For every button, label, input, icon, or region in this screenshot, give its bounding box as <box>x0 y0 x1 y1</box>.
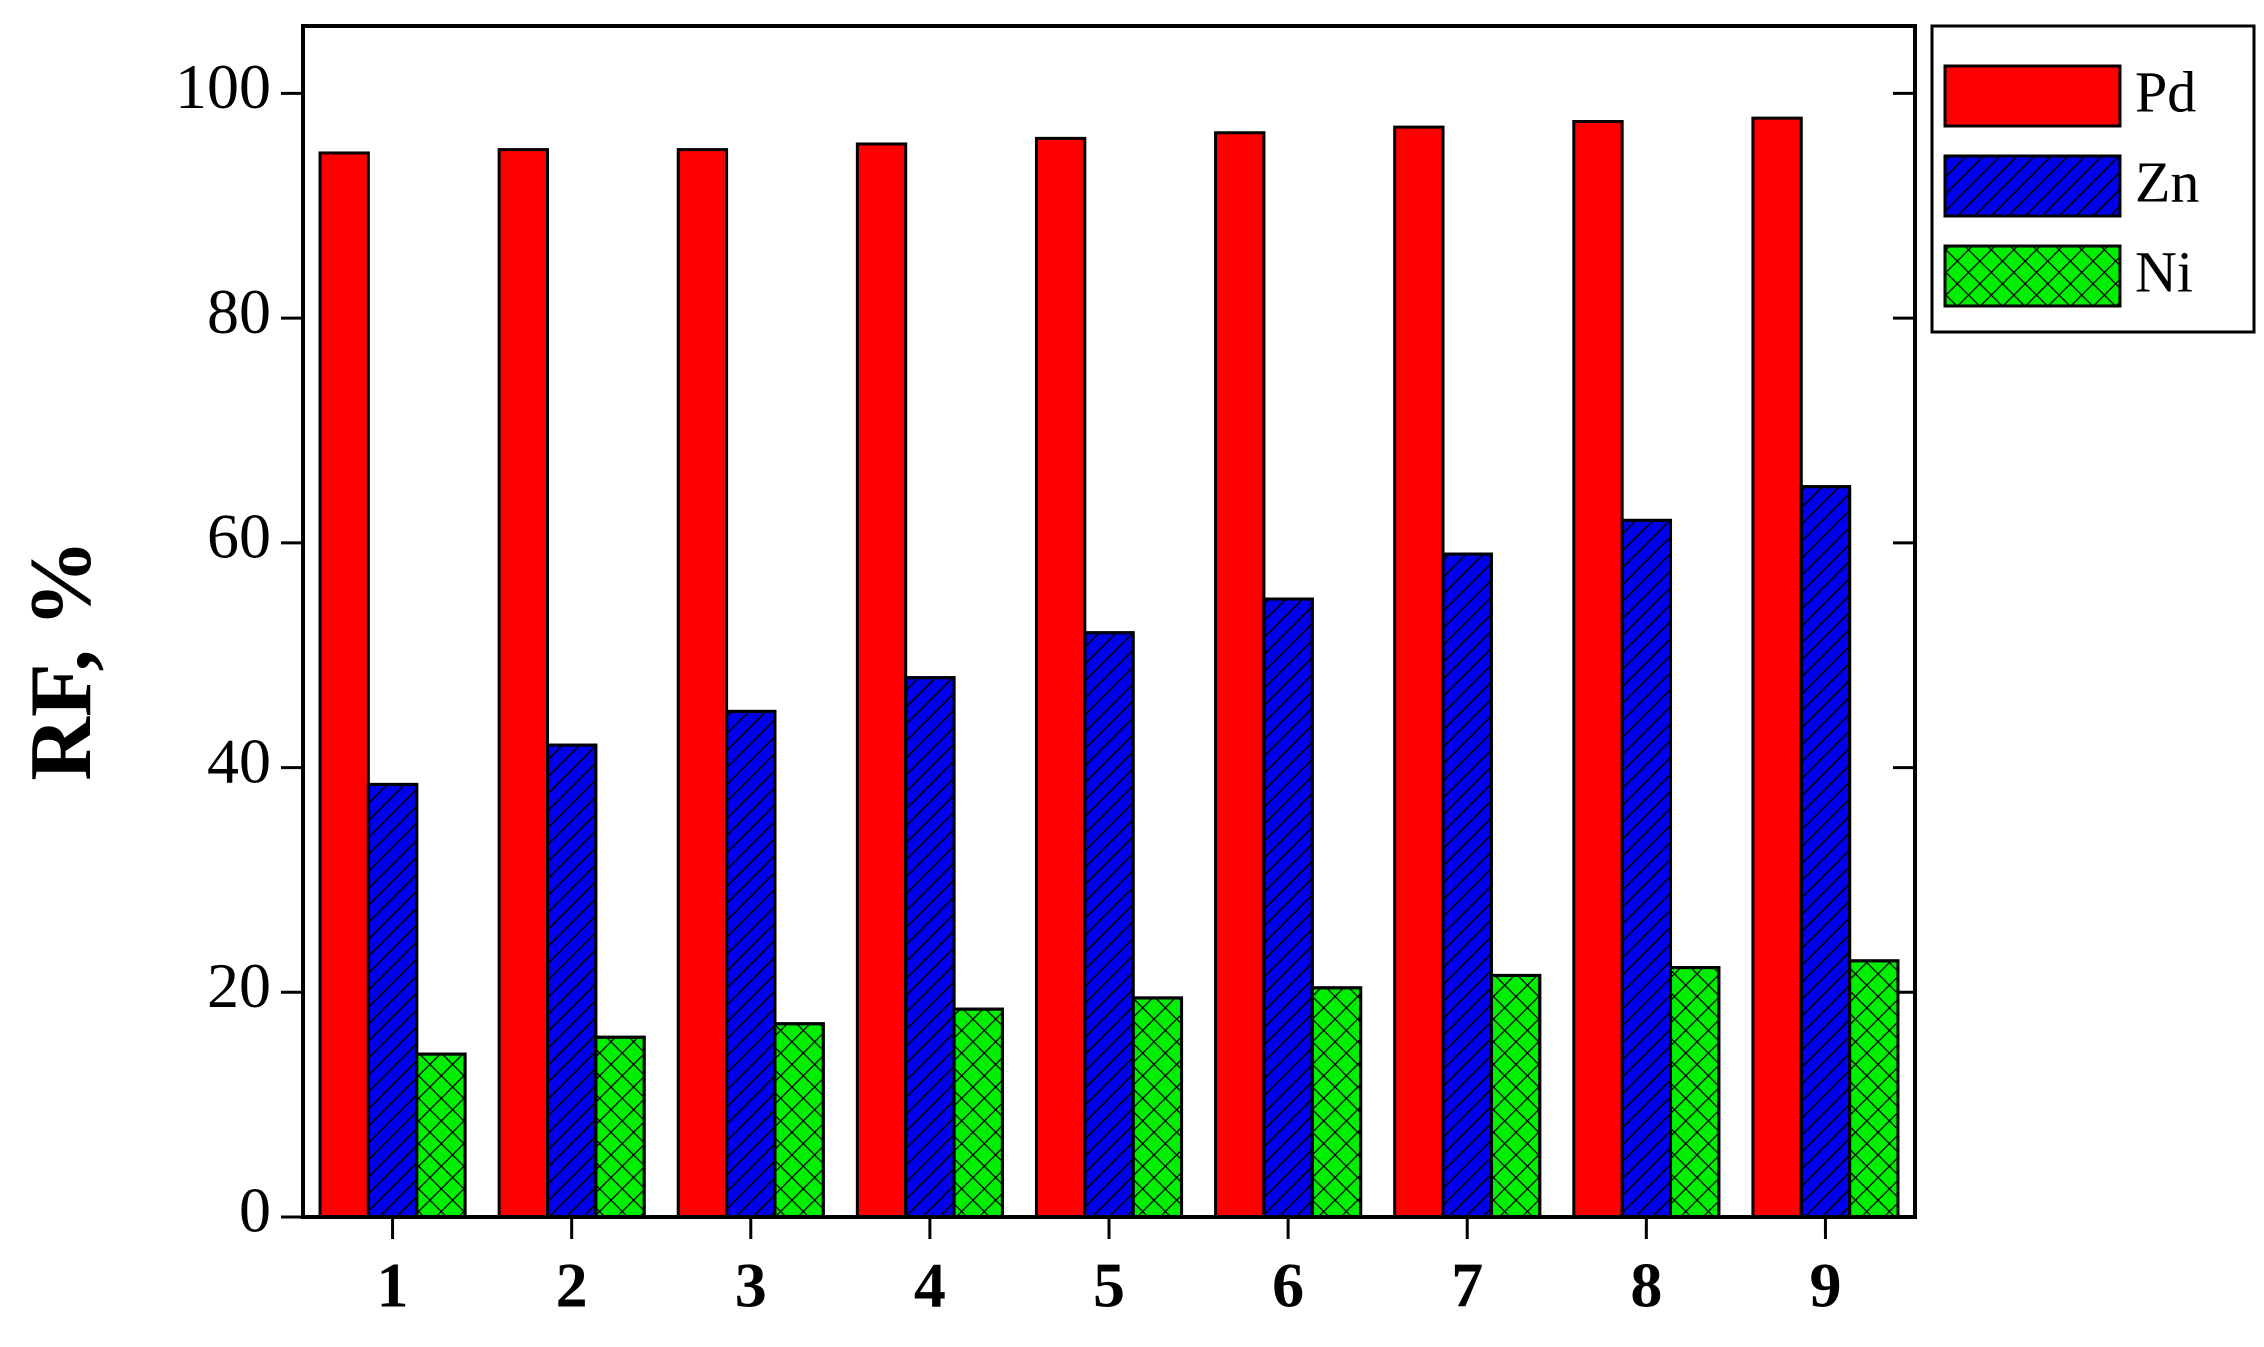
bar <box>318 151 370 1219</box>
x-tick-label: 2 <box>556 1250 588 1321</box>
x-tick-label: 9 <box>1809 1250 1841 1321</box>
bar-pattern <box>594 1035 646 1219</box>
bar <box>676 148 729 1219</box>
y-tick-label: 60 <box>207 501 271 572</box>
bar <box>1751 116 1803 1219</box>
bar-pattern <box>1669 966 1721 1219</box>
bar-pattern <box>1262 597 1314 1219</box>
legend-swatch <box>1943 64 2122 128</box>
x-tick-label: 3 <box>735 1250 767 1321</box>
y-tick-label: 0 <box>239 1175 271 1246</box>
bar-pattern <box>1489 973 1542 1219</box>
x-tick-label: 6 <box>1272 1250 1304 1321</box>
x-tick-label: 7 <box>1451 1250 1483 1321</box>
bar-pattern <box>1310 986 1363 1219</box>
bar-pattern <box>545 743 598 1219</box>
bar <box>1034 136 1087 1219</box>
bar-pattern <box>1799 485 1852 1219</box>
bar-pattern <box>415 1052 467 1219</box>
bar-pattern <box>1848 959 1900 1219</box>
y-tick-label: 40 <box>207 725 271 796</box>
bar <box>497 148 549 1219</box>
bar-pattern <box>1083 631 1135 1219</box>
legend-swatch-pattern <box>1943 244 2122 308</box>
y-tick-label: 20 <box>207 950 271 1021</box>
bar-pattern <box>1441 552 1493 1219</box>
bar <box>1214 131 1266 1219</box>
bar <box>1572 120 1624 1219</box>
x-tick-label: 5 <box>1093 1250 1125 1321</box>
bar-pattern <box>1620 518 1673 1219</box>
legend-label: Pd <box>2135 59 2196 124</box>
x-tick-label: 4 <box>914 1250 946 1321</box>
y-axis-label: RF, % <box>13 539 110 780</box>
plot-frame <box>301 24 1917 1219</box>
y-tick-label: 80 <box>207 276 271 347</box>
legend-swatch-pattern <box>1943 154 2122 218</box>
bar-pattern <box>773 1022 825 1219</box>
bar-pattern <box>725 709 777 1219</box>
bar-pattern <box>904 676 956 1219</box>
bar-pattern <box>952 1007 1004 1219</box>
y-tick-label: 100 <box>175 51 271 122</box>
x-tick-label: 1 <box>377 1250 409 1321</box>
bar-pattern <box>1131 996 1184 1219</box>
bar <box>1393 125 1445 1219</box>
x-tick-label: 8 <box>1630 1250 1662 1321</box>
bar-pattern <box>366 782 419 1219</box>
legend-label: Ni <box>2135 239 2193 304</box>
bar <box>855 142 908 1219</box>
legend-label: Zn <box>2135 149 2199 214</box>
